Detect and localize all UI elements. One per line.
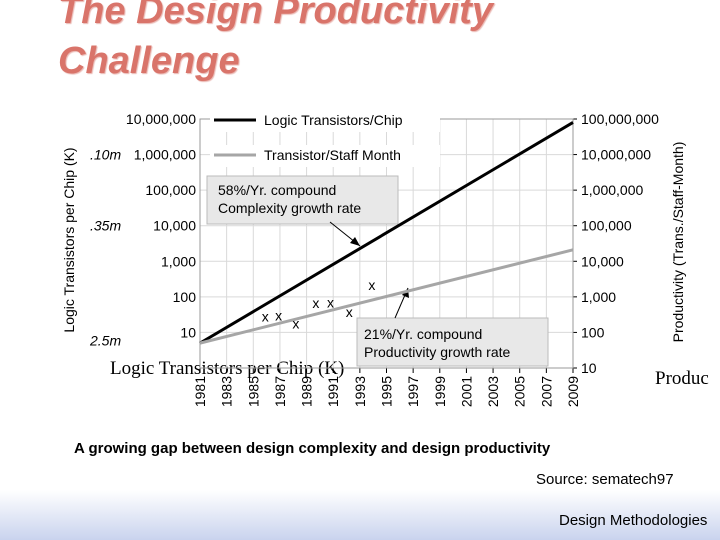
legend-bg — [210, 145, 440, 167]
legend-bg — [210, 110, 440, 132]
overlay-label: Produc — [655, 368, 709, 389]
y-axis-title: Logic Transistors per Chip (K) — [61, 147, 77, 332]
data-point: x — [368, 277, 375, 293]
annotation-box — [356, 317, 549, 367]
y2-tick-label: 100,000 — [581, 218, 632, 234]
x-tick-label: 1999 — [432, 376, 448, 407]
x-tick-label: 2007 — [538, 376, 554, 407]
process-label: .35m — [90, 218, 121, 234]
y2-tick-label: 10,000,000 — [581, 147, 651, 163]
y-tick-label: 1,000 — [161, 253, 196, 269]
source: Source: sematech97 — [536, 471, 674, 488]
x-tick-label: 2001 — [458, 376, 474, 407]
process-label: 2.5m — [89, 332, 121, 348]
x-tick-label: 2009 — [565, 376, 581, 407]
y-tick-label: 1,000,000 — [134, 147, 196, 163]
caption: A growing gap between design complexity … — [74, 440, 551, 457]
x-tick-label: 1989 — [299, 376, 315, 407]
y2-tick-label: 1,000 — [581, 289, 616, 305]
y2-tick-label: 10,000 — [581, 253, 624, 269]
x-tick-label: 1983 — [219, 376, 235, 407]
series-line — [199, 121, 574, 345]
data-point: x — [275, 307, 282, 323]
data-point: x — [346, 304, 353, 320]
y-tick-label: 10,000 — [153, 218, 196, 234]
footer: Design Methodologies — [559, 512, 707, 529]
x-tick-label: 1981 — [192, 376, 208, 407]
data-point: x — [327, 294, 334, 310]
y2-tick-label: 100,000,000 — [581, 111, 659, 127]
x-tick-label: 1987 — [272, 376, 288, 407]
y-tick-label: 100 — [173, 289, 197, 305]
annotation-box — [206, 175, 399, 225]
y2-tick-label: 1,000,000 — [581, 182, 643, 198]
legend-label: Transistor/Staff Month — [264, 147, 401, 163]
y2-axis-title: Productivity (Trans./Staff-Month) — [670, 142, 686, 343]
y-tick-label: 10 — [180, 324, 196, 340]
data-point: x — [312, 295, 319, 311]
x-tick-label: 1995 — [379, 376, 395, 407]
data-point: x — [292, 315, 299, 331]
x-tick-label: 1993 — [352, 376, 368, 407]
annotation: 21%/Yr. compound — [364, 326, 482, 342]
slide-title: The Design Productivity Challenge — [58, 0, 493, 82]
y2-tick-label: 100 — [581, 324, 605, 340]
x-tick-label: 2003 — [485, 376, 501, 407]
process-label: .10m — [90, 147, 121, 163]
x-tick-label: 1997 — [405, 376, 421, 407]
series-line — [199, 248, 574, 345]
x-tick-label: 2005 — [512, 376, 528, 407]
annotation: Complexity growth rate — [218, 200, 361, 216]
x-tick-label: 1991 — [325, 376, 341, 407]
annotation: Productivity growth rate — [364, 344, 510, 360]
arrowhead — [350, 237, 360, 246]
legend-label: Logic Transistors/Chip — [264, 112, 403, 128]
x-tick-label: 1985 — [245, 376, 261, 407]
y-tick-label: 10,000,000 — [126, 111, 196, 127]
y-tick-label: 100,000 — [145, 182, 196, 198]
annotation: 58%/Yr. compound — [218, 182, 336, 198]
y2-tick-label: 10 — [581, 360, 597, 376]
data-point: x — [262, 309, 269, 325]
